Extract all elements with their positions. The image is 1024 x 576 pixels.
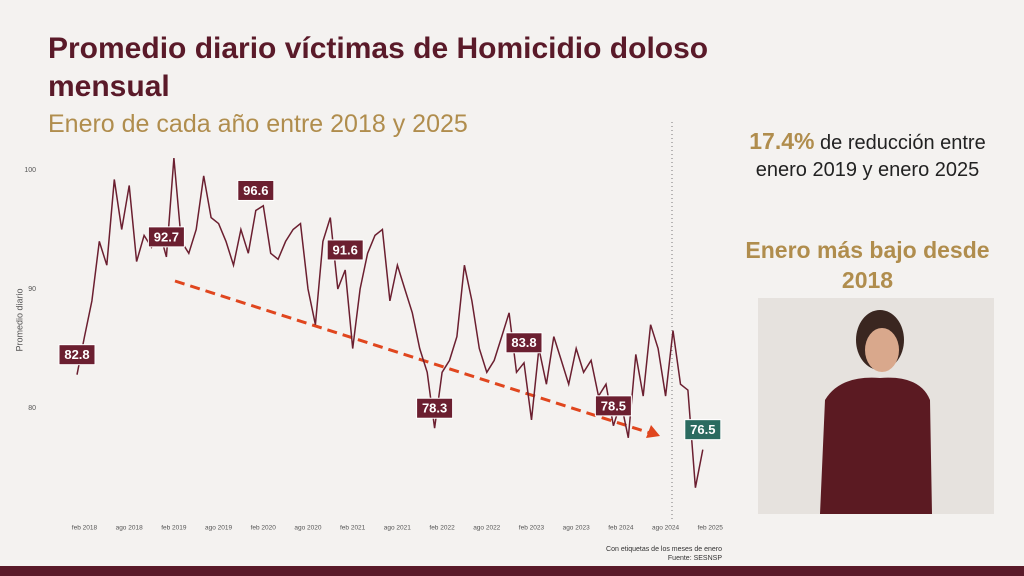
data-label: 91.6 [333, 242, 358, 257]
data-label: 76.5 [690, 422, 715, 437]
data-label-box [58, 344, 96, 366]
x-tick-label: feb 2020 [251, 525, 277, 532]
highlight: 17.4% [749, 128, 815, 154]
data-label-box [684, 419, 722, 441]
side-description: de reducción entre enero 2019 y enero 20… [755, 132, 986, 181]
trend-arrow-head [646, 425, 660, 438]
data-label-box [147, 226, 185, 248]
x-tick-label: ago 2021 [384, 525, 411, 532]
x-tick-label: ago 2022 [473, 525, 500, 532]
x-tick-label: ago 2019 [205, 525, 232, 532]
data-label: 83.8 [511, 335, 536, 350]
x-tick-label: feb 2021 [340, 525, 366, 532]
line [76, 158, 704, 488]
bottom-bar [0, 566, 1024, 576]
note: Con etiquetas de los meses de enero [606, 546, 722, 553]
x-tick-label: feb 2025 [698, 525, 724, 532]
trend-arrow [174, 279, 651, 435]
x-tick-label: ago 2018 [116, 525, 143, 532]
y-tick-label: 80 [28, 405, 36, 412]
data-label: 92.7 [154, 229, 179, 244]
x-tick-label: ago 2020 [294, 525, 321, 532]
x-tick-label: feb 2022 [429, 525, 455, 532]
note: Fuente: SESNSP [668, 555, 722, 562]
headline: Enero más bajo desde 2018 [745, 237, 990, 293]
y-tick-label: 100 [24, 167, 36, 174]
data-label: 96.6 [243, 183, 268, 198]
data-label-box [505, 332, 543, 354]
data-label-box [594, 395, 632, 417]
data-label: 78.3 [422, 401, 447, 416]
title: Promedio diario víctimas de Homicidio do… [48, 32, 709, 103]
x-tick-label: feb 2024 [608, 525, 634, 532]
interpreter-body [820, 377, 932, 514]
x-tick-label: feb 2023 [519, 525, 545, 532]
x-tick-label: ago 2023 [563, 525, 590, 532]
y-tick-label: 90 [28, 286, 36, 293]
data-label-box [326, 239, 364, 261]
y-axis-label: Promedio diario [14, 288, 24, 351]
data-label: 78.5 [601, 398, 626, 413]
side-text: 17.4% de reducción entre enero 2019 y en… [745, 128, 990, 184]
subtitle: Enero de cada año entre 2018 y 2025 [48, 110, 468, 138]
x-tick-label: feb 2019 [161, 525, 187, 532]
x-tick-label: feb 2018 [72, 525, 98, 532]
data-label-box [237, 179, 275, 201]
data-label: 82.8 [64, 347, 89, 362]
interpreter-face [865, 328, 899, 372]
x-tick-label: ago 2024 [652, 525, 679, 532]
data-label-box [416, 397, 454, 419]
